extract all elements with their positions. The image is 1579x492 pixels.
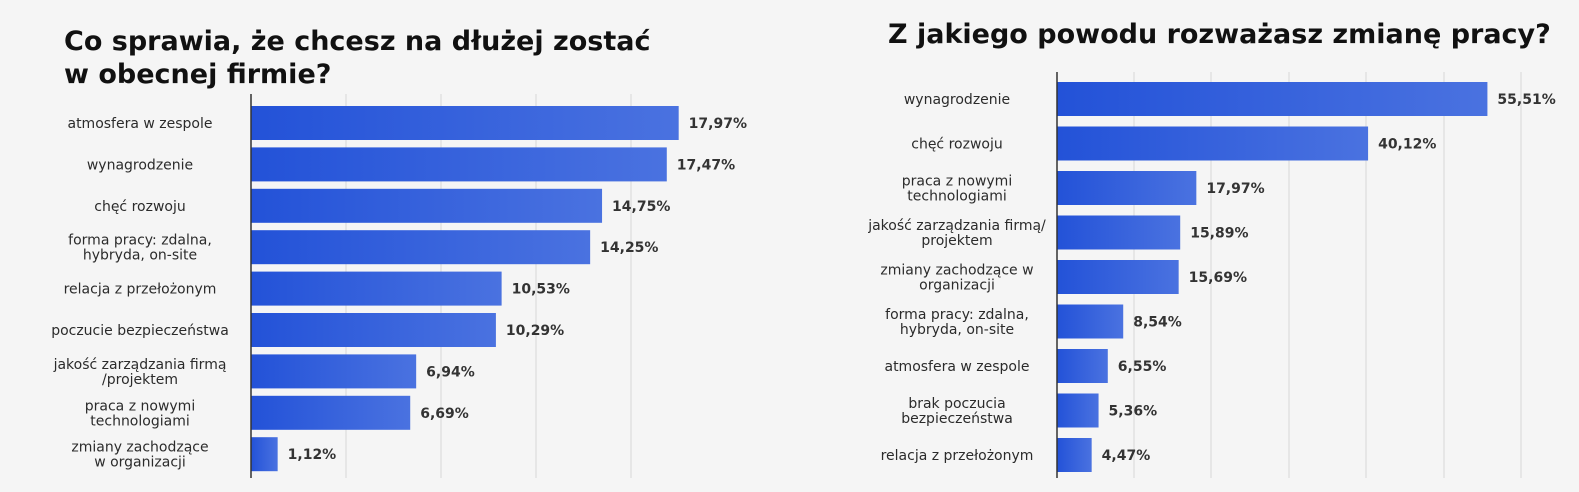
chart-left-stay-reasons: 17,97% atmosfera w zespole 17,47% wynagrodz… xyxy=(51,94,747,478)
value-label: 1,12% xyxy=(288,447,337,463)
bar xyxy=(251,395,411,430)
bar xyxy=(1057,393,1099,428)
category-label: wynagrodzenie xyxy=(904,92,1010,108)
bar xyxy=(1057,438,1092,472)
bar xyxy=(1057,215,1181,250)
value-label: 8,54% xyxy=(1133,315,1182,331)
bar xyxy=(1057,126,1369,161)
category-label: praca z nowymi technologiami xyxy=(902,174,1012,205)
value-label: 14,75% xyxy=(612,199,670,215)
category-label: chęć rozwoju xyxy=(94,199,185,215)
value-label: 6,94% xyxy=(426,364,475,380)
value-label: 6,69% xyxy=(420,406,469,422)
bar xyxy=(251,188,603,223)
bar xyxy=(1057,260,1179,294)
value-label: 17,47% xyxy=(677,157,735,173)
category-label: relacja z przełożonym xyxy=(64,282,217,298)
category-label: wynagrodzenie xyxy=(87,157,193,173)
bar xyxy=(251,230,591,265)
bar xyxy=(251,437,278,472)
chart-right-title-line-1: Z jakiego powodu rozważasz zmianę pracy? xyxy=(888,19,1551,50)
value-label: 17,97% xyxy=(689,116,747,132)
value-label: 5,36% xyxy=(1109,404,1158,420)
bar xyxy=(1057,171,1197,205)
category-label: praca z nowymi technologiami xyxy=(85,398,195,429)
value-label: 14,25% xyxy=(600,240,658,256)
value-label: 40,12% xyxy=(1378,137,1436,153)
category-label: jakość zarządzania firmą/projektem xyxy=(53,357,227,388)
category-label: atmosfera w zespole xyxy=(884,359,1029,375)
bar xyxy=(1057,349,1108,383)
bar xyxy=(251,106,679,140)
value-label: 15,69% xyxy=(1189,270,1247,286)
value-label: 17,97% xyxy=(1206,181,1264,197)
chart-right-title: Z jakiego powodu rozważasz zmianę pracy? xyxy=(888,18,1568,51)
bar xyxy=(1057,82,1488,116)
value-label: 10,53% xyxy=(512,282,570,298)
chart-left-title: Co sprawia, że chcesz na dłużej zostać w… xyxy=(64,25,664,91)
category-label: poczucie bezpieczeństwa xyxy=(51,323,229,339)
value-label: 4,47% xyxy=(1102,448,1151,464)
category-label: chęć rozwoju xyxy=(911,137,1002,153)
category-label: jakość zarządzania firmą/projektem xyxy=(867,218,1046,249)
bar xyxy=(251,147,667,182)
value-label: 6,55% xyxy=(1118,359,1167,375)
chart-left-title-line-2: w obecnej firmie? xyxy=(64,59,332,90)
category-label: forma pracy: zdalna, hybryda, on-site xyxy=(68,233,212,264)
category-label: relacja z przełożonym xyxy=(881,448,1034,464)
category-label: forma pracy: zdalna, hybryda, on-site xyxy=(885,307,1029,338)
category-label: zmiany zachodzące w organizacji xyxy=(71,440,208,471)
bar xyxy=(251,354,417,389)
category-label: brak poczucia bezpieczeństwa xyxy=(901,396,1013,427)
bar xyxy=(251,271,502,306)
category-label: zmiany zachodzące w organizacji xyxy=(880,263,1033,294)
bar xyxy=(251,313,496,347)
chart-left-title-line-1: Co sprawia, że chcesz na dłużej zostać xyxy=(64,26,651,57)
value-label: 15,89% xyxy=(1190,226,1248,242)
category-label: atmosfera w zespole xyxy=(67,116,212,132)
value-label: 10,29% xyxy=(506,323,564,339)
bar xyxy=(1057,304,1124,339)
value-label: 55,51% xyxy=(1497,92,1555,108)
